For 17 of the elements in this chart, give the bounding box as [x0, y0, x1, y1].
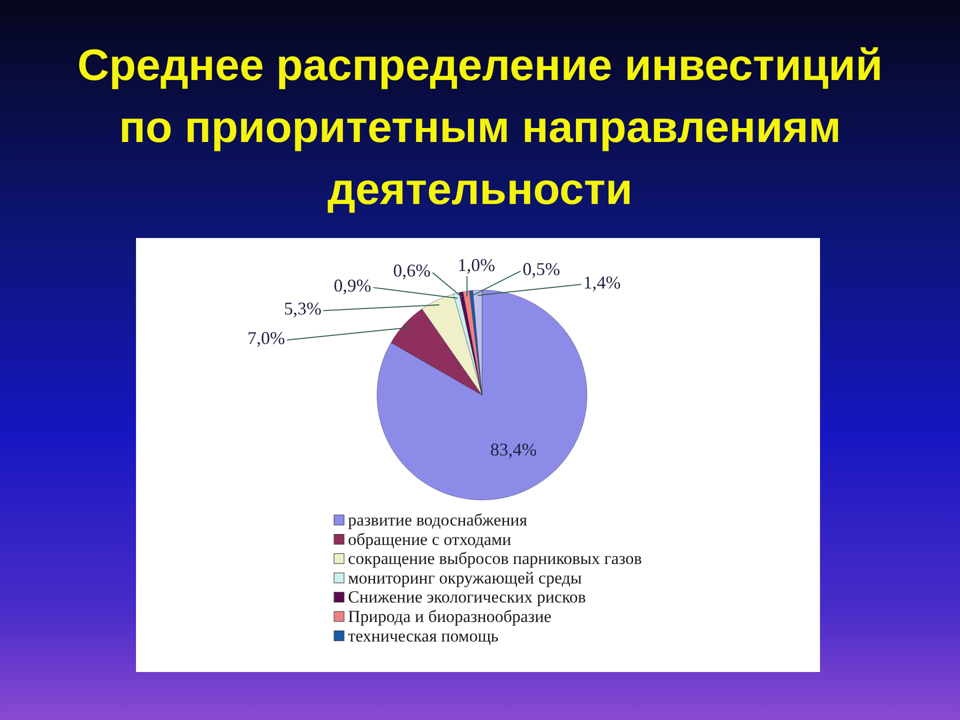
pie-slice	[376, 290, 588, 500]
data-label: 5,3%	[284, 298, 322, 319]
data-label: 83,4%	[490, 440, 537, 460]
data-label: 0,6%	[393, 260, 431, 281]
legend-label: мониторинг окружающей среды	[348, 568, 582, 588]
legend-label: Снижение экологических рисков	[348, 588, 586, 607]
legend-label: сокращение выбросов парниковых газов	[348, 549, 642, 568]
legend-label: техническая помощь	[348, 626, 499, 646]
data-label: 0,9%	[334, 276, 372, 296]
data-label: 7,0%	[248, 328, 286, 348]
legend-label: обращение с отходами	[348, 530, 512, 549]
data-label: 1,4%	[583, 272, 621, 292]
legend-label: развитие водоснабжения	[348, 510, 528, 530]
legend-label: Природа и биоразнообразие	[348, 607, 552, 626]
data-label: 0,5%	[522, 259, 560, 280]
chart-title: Среднее распределение инвестиций по приоритетным направлениям деятельности	[77, 41, 883, 214]
data-label: 1,0%	[458, 255, 496, 276]
